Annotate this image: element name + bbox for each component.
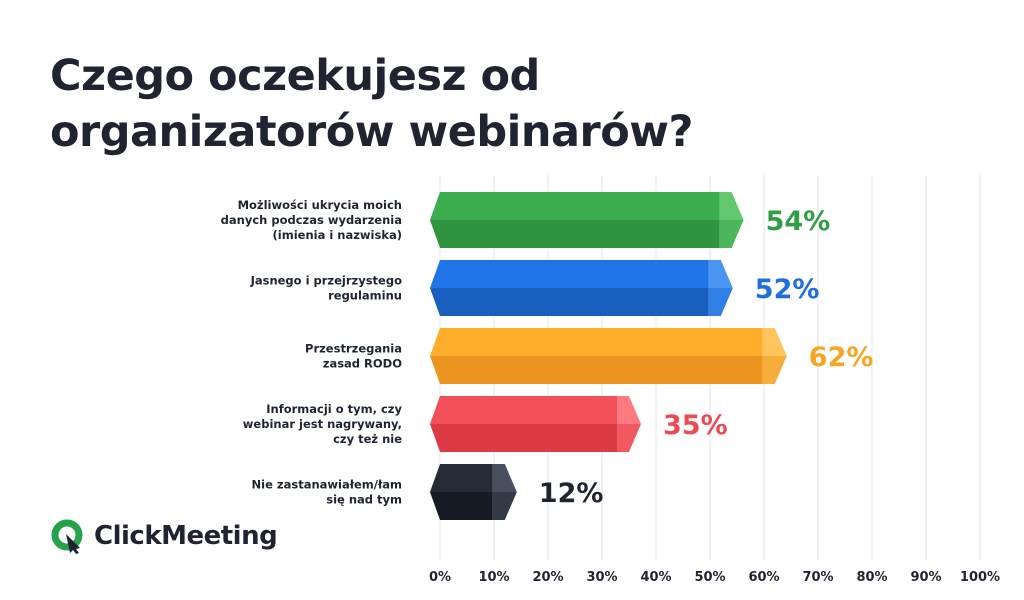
- value-label-0: 54%: [766, 206, 831, 237]
- bar-0-bottom: [430, 220, 720, 248]
- bar-2-cap-top: [762, 328, 787, 356]
- category-label-1-line-1: regulaminu: [328, 289, 402, 303]
- bar-0-cap-bottom: [719, 220, 744, 248]
- category-label-0-line-0: Możliwości ukrycia moich: [238, 198, 402, 212]
- clickmeeting-logo: ClickMeeting: [50, 516, 278, 556]
- bar-1-bottom: [430, 288, 709, 316]
- bar-3-cap-top: [617, 396, 641, 424]
- bar-4-top: [430, 464, 493, 492]
- value-label-3: 35%: [663, 410, 728, 441]
- category-label-3-line-2: czy też nie: [333, 432, 402, 446]
- x-tick-label-2: 20%: [532, 570, 563, 585]
- category-label-2: Przestrzegania zasad RODO: [305, 342, 402, 371]
- category-label-4: Nie zastanawiałem/łam się nad tym: [252, 478, 402, 507]
- bar-3-cap-bottom: [617, 424, 641, 452]
- value-label-4: 12%: [539, 478, 604, 509]
- x-tick-label-6: 60%: [748, 570, 779, 585]
- bar-2-top: [430, 328, 763, 356]
- bar-4-cap-bottom: [492, 492, 517, 520]
- bar-3-top: [430, 396, 617, 424]
- x-tick-label-7: 70%: [802, 570, 833, 585]
- bar-3-bottom: [430, 424, 617, 452]
- x-tick-label-0: 0%: [429, 570, 451, 585]
- bar-1-cap-bottom: [708, 288, 733, 316]
- bar-4-bottom: [430, 492, 493, 520]
- bar-1-cap-top: [708, 260, 733, 288]
- x-tick-label-5: 50%: [694, 570, 725, 585]
- bar-0-top: [430, 192, 720, 220]
- bar-2-cap-bottom: [762, 356, 787, 384]
- category-label-3-line-1: webinar jest nagrywany,: [243, 417, 402, 431]
- bar-4-cap-top: [492, 464, 517, 492]
- value-label-1: 52%: [755, 274, 820, 305]
- title-line-2: organizatorów webinarów?: [50, 107, 693, 157]
- bar-0-cap-top: [719, 192, 744, 220]
- title-line-1: Czego oczekujesz od: [50, 51, 540, 101]
- category-label-1: Jasnego i przejrzystego regulaminu: [250, 274, 403, 303]
- x-tick-label-10: 100%: [960, 570, 1000, 585]
- category-label-2-line-1: zasad RODO: [323, 357, 402, 371]
- logo-text: ClickMeeting: [94, 521, 278, 551]
- category-label-0: Możliwości ukrycia moich danych podczas w…: [221, 198, 402, 242]
- x-tick-label-9: 90%: [910, 570, 941, 585]
- x-tick-label-1: 10%: [478, 570, 509, 585]
- category-label-3-line-0: Informacji o tym, czy: [266, 402, 402, 416]
- x-tick-label-4: 40%: [640, 570, 671, 585]
- category-label-1-line-0: Jasnego i przejrzystego: [250, 274, 403, 288]
- bar-1-top: [430, 260, 709, 288]
- category-label-0-line-1: danych podczas wydarzenia: [221, 213, 402, 227]
- bar-2-bottom: [430, 356, 763, 384]
- category-label-2-line-0: Przestrzegania: [305, 342, 402, 356]
- x-tick-label-8: 80%: [856, 570, 887, 585]
- category-label-0-line-2: (imienia i nazwiska): [273, 228, 402, 242]
- x-tick-label-3: 30%: [586, 570, 617, 585]
- page-title: Czego oczekujesz od organizatorów webina…: [50, 48, 770, 160]
- value-label-2: 62%: [809, 342, 874, 373]
- category-label-3: Informacji o tym, czy webinar jest nagryw…: [243, 402, 403, 446]
- category-label-4-line-0: Nie zastanawiałem/łam: [252, 478, 402, 492]
- clickmeeting-logo-icon: [51, 519, 83, 554]
- category-label-4-line-1: się nad tym: [326, 493, 402, 507]
